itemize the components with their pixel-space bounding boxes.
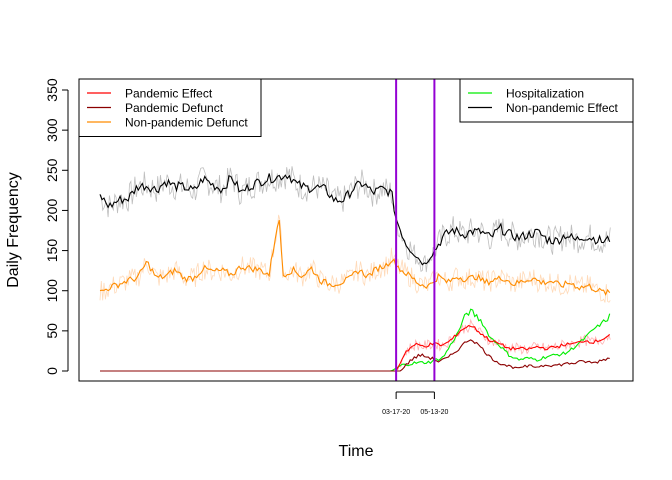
y-tick-label: 200: [44, 199, 60, 223]
x-axis-label: Time: [339, 443, 374, 460]
legend-label: Non-pandemic Defunct: [125, 116, 248, 130]
y-tick-label: 150: [44, 239, 60, 263]
y-tick-label: 250: [44, 158, 60, 182]
plot-frame: [78, 78, 634, 382]
legend-label: Non-pandemic Effect: [506, 101, 619, 115]
legend-box: [459, 78, 634, 123]
y-tick-label: 0: [44, 367, 60, 375]
y-axis: 0 50 100 150 200 250 300 350: [44, 78, 69, 375]
series-raw-non-pandemic-defunct: [99, 214, 611, 303]
y-tick-label: 300: [44, 118, 60, 142]
x-axis: 03-17-20 05-13-20: [382, 391, 449, 416]
legend-label: Hospitalization: [506, 87, 584, 101]
y-tick-label: 350: [44, 78, 60, 102]
series-layer: [99, 173, 611, 372]
series-line-pandemic-defunct: [100, 339, 610, 372]
vertical-marker-layer: [395, 79, 436, 381]
x-tick-label: 05-13-20: [420, 409, 448, 416]
y-tick-label: 100: [44, 279, 60, 303]
legend-label: Pandemic Effect: [125, 87, 213, 101]
series-line-non-pandemic-defunct: [99, 220, 611, 296]
y-axis-label: Daily Frequency: [5, 172, 22, 288]
x-tick-label: 03-17-20: [382, 409, 410, 416]
y-tick-label: 50: [44, 323, 60, 339]
series-raw-non-pandemic-effect: [99, 166, 611, 273]
legend-label: Pandemic Defunct: [125, 101, 224, 115]
series-line-non-pandemic-effect: [99, 173, 611, 266]
